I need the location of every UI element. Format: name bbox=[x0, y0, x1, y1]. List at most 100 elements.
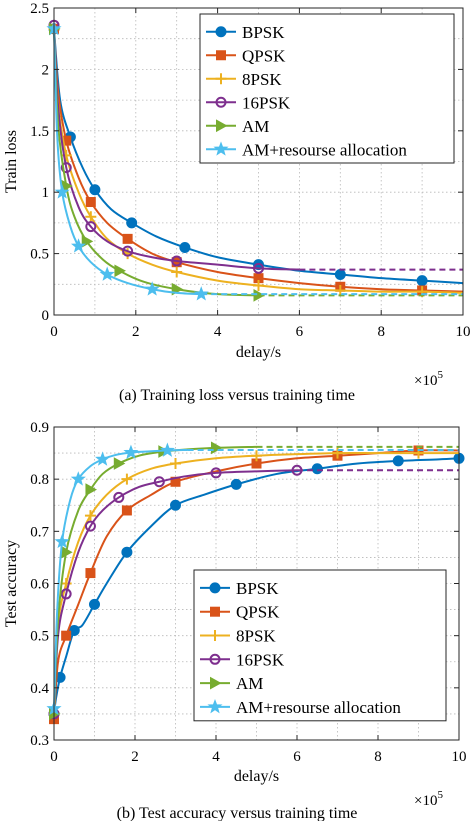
data-point bbox=[251, 450, 262, 462]
legend-item: 8PSK bbox=[200, 627, 276, 646]
data-point bbox=[121, 546, 133, 558]
data-point bbox=[121, 473, 133, 485]
legend-label: AM bbox=[242, 117, 269, 136]
y-tick-label: 1 bbox=[42, 185, 50, 201]
y-tick-label: 0 bbox=[42, 308, 50, 324]
legend-marker bbox=[215, 26, 227, 38]
legend-marker bbox=[215, 96, 227, 108]
plot-ticks: 0 2 4 6 8 10 0 0.5 1 1.5 2 2.5 bbox=[30, 1, 470, 340]
data-point bbox=[114, 264, 126, 278]
x-scale-label: ×105 bbox=[414, 789, 443, 809]
y-tick-label: 0.4 bbox=[30, 681, 49, 697]
data-point bbox=[144, 281, 160, 296]
legend-label: AM+resourse allocation bbox=[236, 698, 401, 717]
data-point bbox=[85, 197, 96, 208]
x-tick-label: 2 bbox=[132, 324, 140, 340]
series-line bbox=[53, 25, 300, 271]
legend-label: BPSK bbox=[242, 23, 285, 42]
data-point bbox=[54, 184, 70, 199]
legend-item: 16PSK bbox=[206, 93, 291, 112]
y-tick-label: 0.5 bbox=[30, 629, 49, 645]
data-point bbox=[193, 286, 209, 301]
chart-test-accuracy: 0 2 4 6 8 10 0.3 0.4 0.5 0.6 0.7 0.8 0.9 delay/s Tes… bbox=[3, 420, 467, 809]
caption-b: (b) Test accuracy versus training time bbox=[117, 805, 358, 821]
data-point bbox=[84, 510, 96, 522]
data-point bbox=[89, 184, 101, 196]
data-point bbox=[68, 624, 80, 636]
series-line bbox=[53, 457, 460, 715]
series-line bbox=[53, 28, 464, 293]
data-point bbox=[179, 241, 191, 253]
y-tick-label: 0.3 bbox=[30, 733, 49, 749]
legend-label: 8PSK bbox=[242, 70, 282, 89]
legend-marker bbox=[209, 630, 221, 641]
legend: BPSK QPSK 8PSK 16PSK AM AM+resourse allocatio… bbox=[199, 13, 455, 164]
data-point bbox=[122, 245, 134, 257]
x-tick-label: 2 bbox=[131, 749, 139, 765]
y-tick-label: 2 bbox=[42, 62, 50, 78]
data-point bbox=[334, 268, 346, 280]
data-point bbox=[54, 533, 70, 549]
data-point bbox=[123, 444, 139, 459]
legend-box bbox=[193, 569, 447, 722]
data-point bbox=[126, 217, 138, 229]
legend-item: BPSK bbox=[206, 23, 285, 42]
data-point bbox=[60, 149, 72, 161]
data-point bbox=[311, 463, 323, 475]
legend-item: QPSK bbox=[200, 603, 280, 622]
legend-marker bbox=[210, 606, 220, 617]
data-point bbox=[61, 630, 72, 641]
x-tick-label: 0 bbox=[50, 324, 58, 340]
legend-box bbox=[199, 13, 455, 164]
data-point bbox=[84, 520, 96, 532]
data-point bbox=[332, 447, 343, 459]
series-16psk bbox=[48, 19, 463, 274]
legend-marker bbox=[209, 582, 221, 594]
x-tick-label: 4 bbox=[214, 324, 222, 340]
y-tick-label: 0.5 bbox=[30, 247, 49, 263]
x-tick-label: 6 bbox=[293, 749, 301, 765]
legend-item: AM+resourse allocation bbox=[200, 698, 401, 717]
legend-item: BPSK bbox=[200, 579, 279, 598]
legend-marker bbox=[215, 73, 227, 85]
plot-box bbox=[53, 7, 464, 316]
y-axis-label: Test accuracy bbox=[3, 540, 20, 627]
x-scale-label: ×105 bbox=[414, 369, 443, 389]
data-point bbox=[392, 455, 404, 467]
data-point bbox=[334, 284, 346, 296]
data-point bbox=[211, 441, 223, 455]
legend-marker bbox=[210, 676, 222, 690]
x-tick-label: 4 bbox=[212, 749, 220, 765]
legend-item: AM bbox=[206, 117, 269, 136]
series-am-resourse-allocation bbox=[46, 442, 459, 716]
x-tick-label: 6 bbox=[296, 324, 304, 340]
data-point bbox=[230, 478, 242, 490]
y-tick-label: 0.9 bbox=[30, 420, 49, 436]
data-point bbox=[171, 255, 183, 267]
legend-label: AM+resourse allocation bbox=[242, 140, 407, 159]
data-point bbox=[253, 289, 266, 302]
legend-marker bbox=[209, 653, 221, 665]
y-tick-label: 0.8 bbox=[30, 472, 49, 488]
data-point bbox=[291, 464, 303, 476]
legend-item: 8PSK bbox=[206, 70, 282, 89]
caption-a: (a) Training loss versus training time bbox=[119, 387, 355, 404]
legend-label: 8PSK bbox=[236, 627, 276, 646]
legend-label: BPSK bbox=[236, 579, 279, 598]
legend-item: 16PSK bbox=[200, 650, 285, 669]
x-axis-label: delay/s bbox=[236, 344, 281, 361]
legend-marker bbox=[216, 119, 228, 133]
data-point bbox=[121, 505, 132, 516]
data-point bbox=[95, 451, 111, 466]
series-line bbox=[53, 448, 188, 709]
y-tick-label: 1.5 bbox=[30, 124, 49, 140]
x-tick-label: 10 bbox=[452, 749, 467, 765]
data-point bbox=[171, 266, 183, 278]
data-point bbox=[85, 483, 97, 496]
series-line bbox=[53, 452, 459, 714]
chart-train-loss: 0 2 4 6 8 10 0 0.5 1 1.5 2 2.5 delay/s Train loss ×… bbox=[3, 1, 471, 389]
x-tick-label: 0 bbox=[50, 749, 58, 765]
legend-marker bbox=[207, 698, 223, 714]
data-point bbox=[122, 233, 133, 244]
